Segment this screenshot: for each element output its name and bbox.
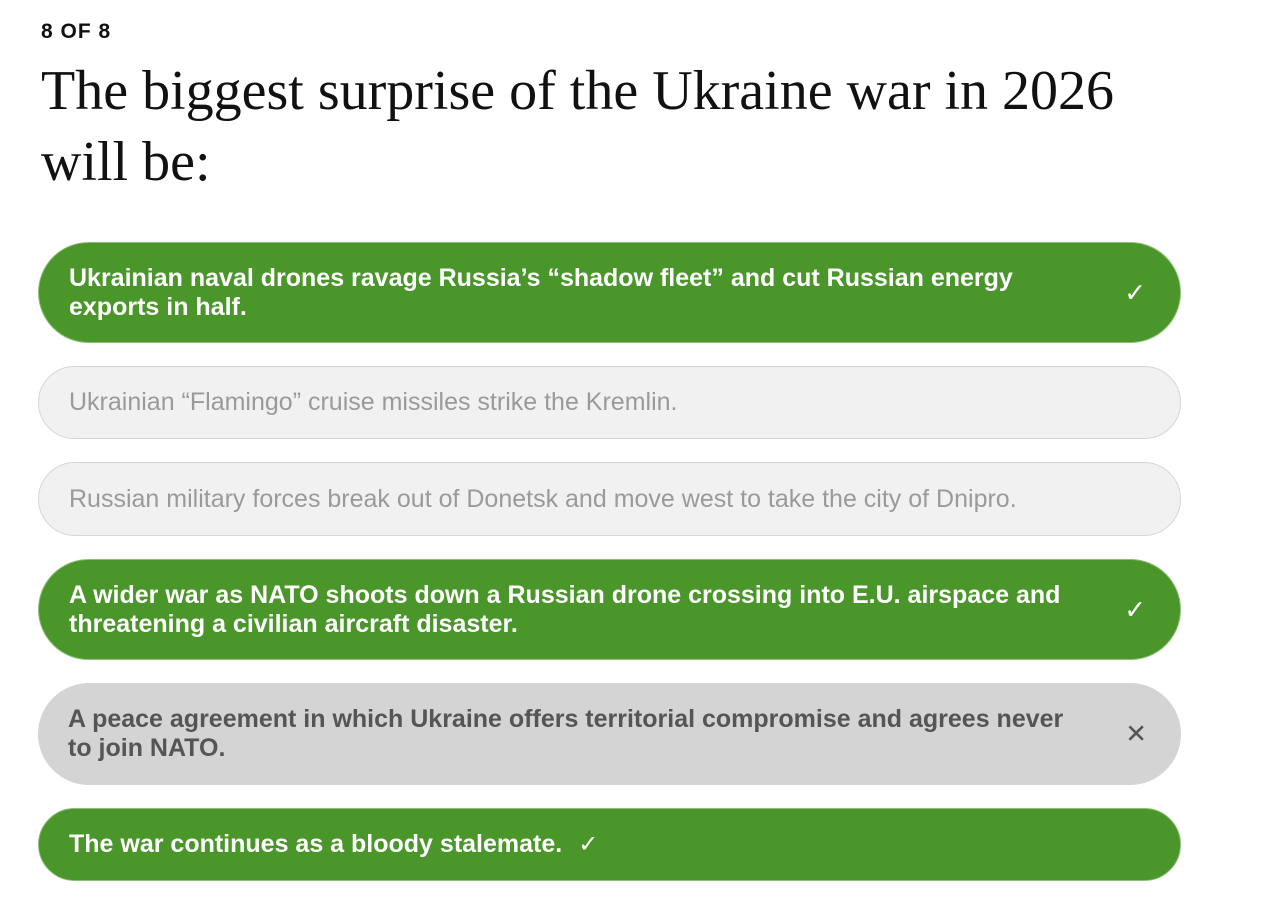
answer-label: Russian military forces break out of Don… <box>69 484 1017 513</box>
question-counter: 8 OF 8 <box>41 20 112 43</box>
answer-label: Ukrainian naval drones ravage Russia’s “… <box>69 263 1013 321</box>
question-title: The biggest surprise of the Ukraine war … <box>41 60 1115 193</box>
check-icon: ✓ <box>1124 277 1146 307</box>
answer-option-5[interactable]: A peace agreement in which Ukraine offer… <box>38 683 1181 785</box>
answer-label: A peace agreement in which Ukraine offer… <box>68 705 1064 762</box>
answer-option-3[interactable]: Russian military forces break out of Don… <box>38 462 1181 536</box>
answer-option-4[interactable]: A wider war as NATO shoots down a Russia… <box>38 559 1181 660</box>
check-icon: ✓ <box>1124 594 1146 624</box>
answer-label: A wider war as NATO shoots down a Russia… <box>69 580 1061 638</box>
answer-label: Ukrainian “Flamingo” cruise missiles str… <box>69 388 678 416</box>
check-icon: ✓ <box>578 831 599 858</box>
answer-option-6[interactable]: The war continues as a bloody stalemate.… <box>38 808 1181 881</box>
answer-label: The war continues as a bloody stalemate. <box>69 830 563 858</box>
answer-option-1[interactable]: Ukrainian naval drones ravage Russia’s “… <box>38 242 1181 343</box>
close-icon: ✕ <box>1125 718 1147 749</box>
answer-option-2[interactable]: Ukrainian “Flamingo” cruise missiles str… <box>38 366 1181 439</box>
